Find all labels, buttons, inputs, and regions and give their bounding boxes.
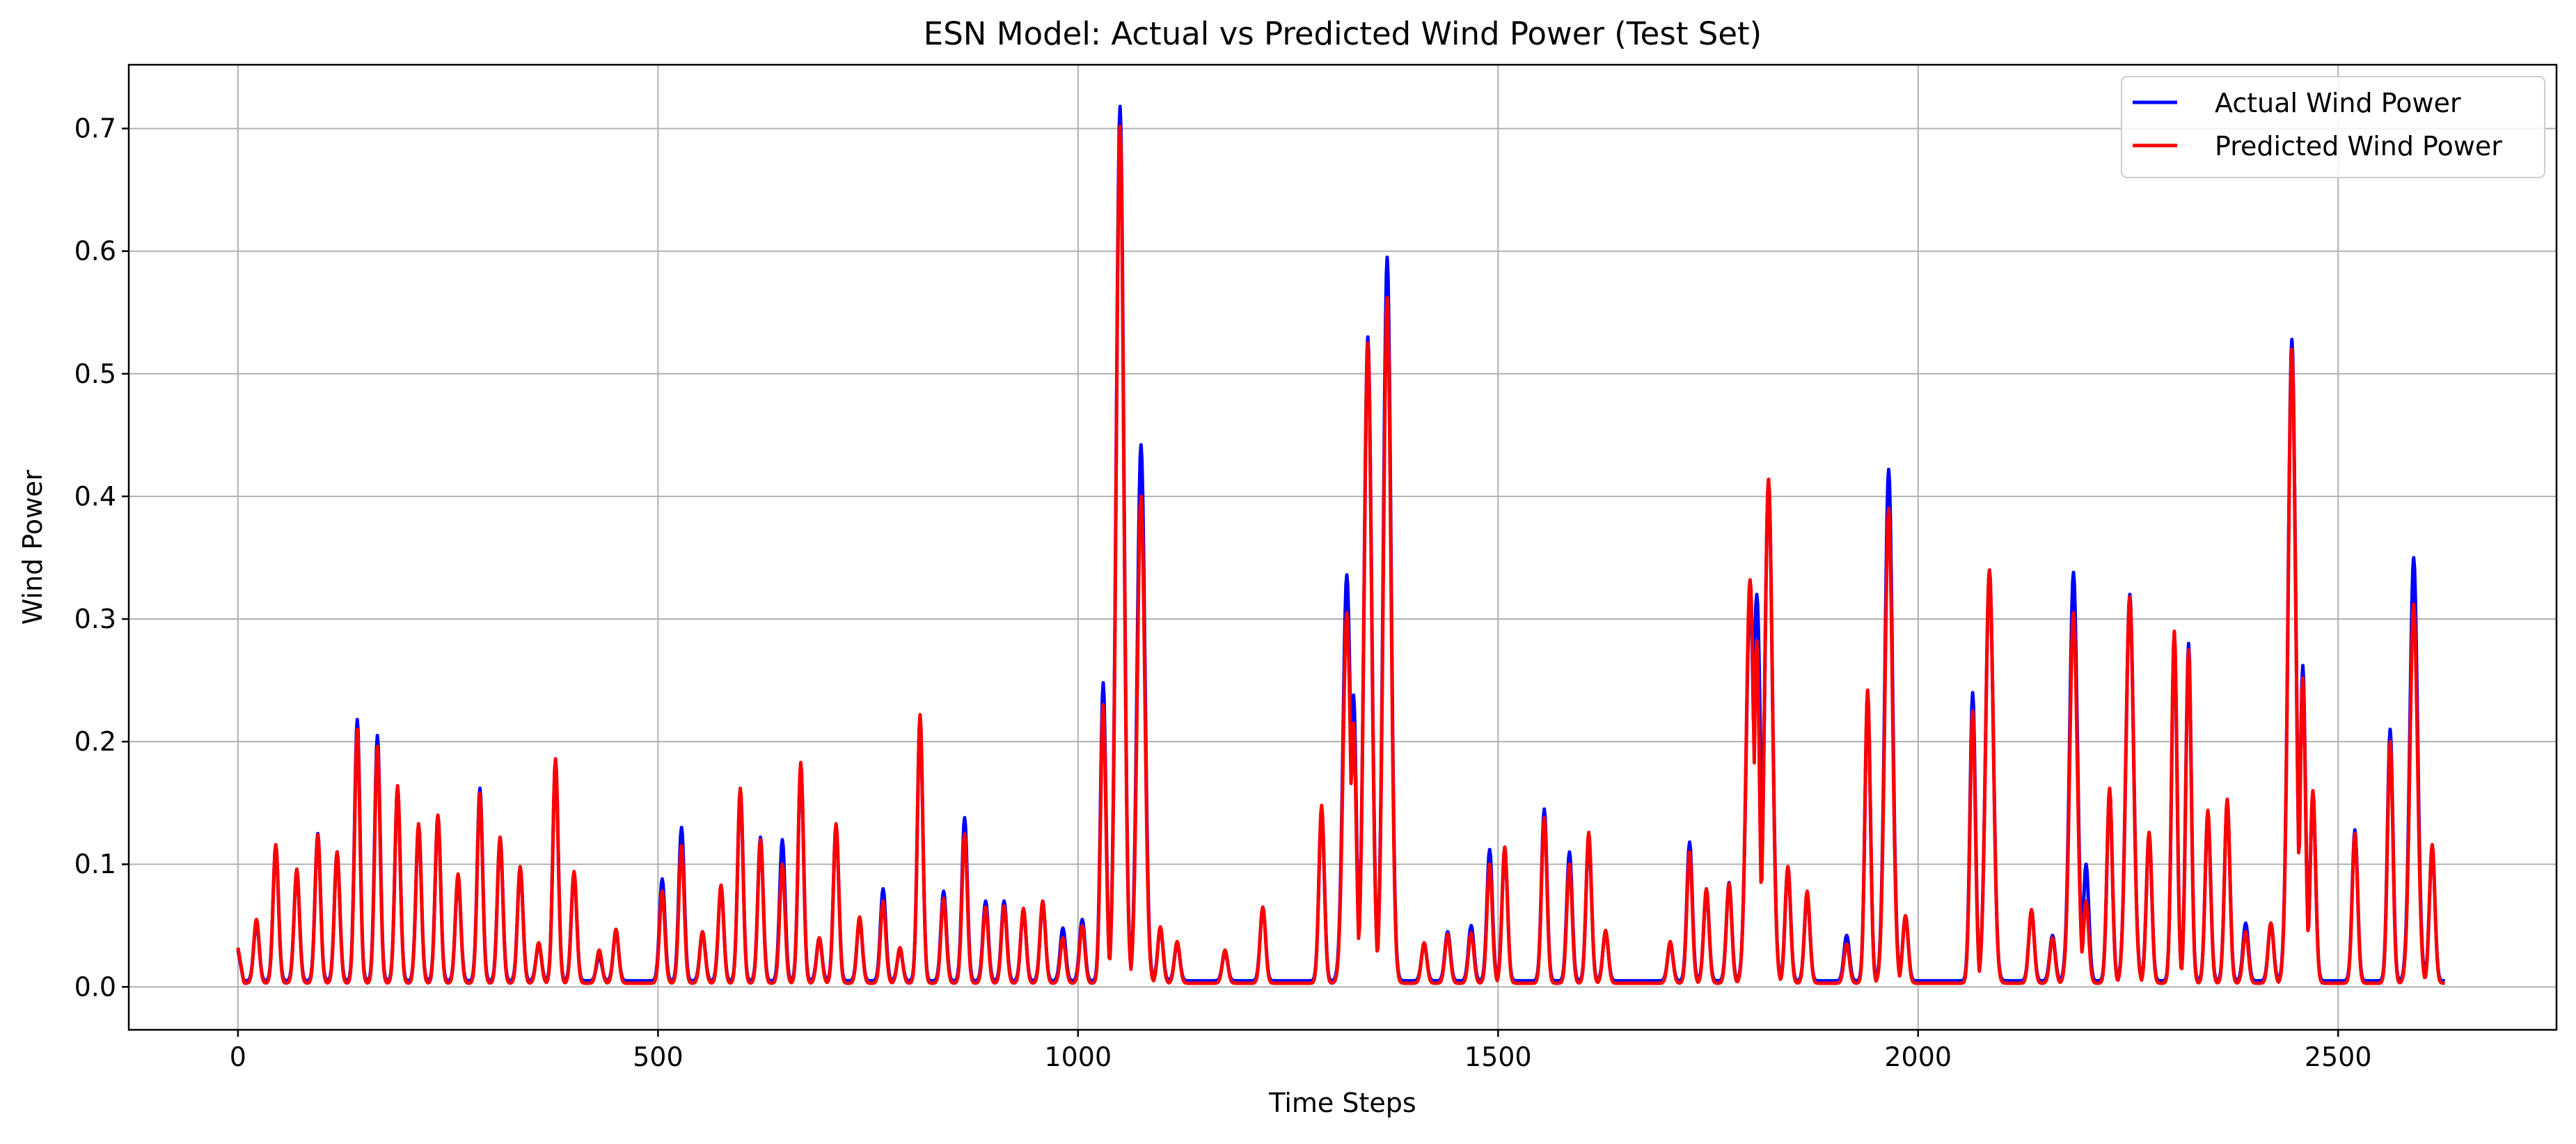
x-tick-label: 2000 <box>1884 1042 1952 1072</box>
x-tick-label: 1500 <box>1464 1042 1532 1072</box>
x-tick-label: 0 <box>230 1042 246 1072</box>
y-tick-label: 0.0 <box>74 971 116 1002</box>
series-lines <box>236 104 2446 985</box>
x-tick-label: 500 <box>633 1042 683 1072</box>
legend-label-predicted: Predicted Wind Power <box>2215 131 2502 162</box>
plot-frame <box>127 63 2558 1031</box>
y-tick-label: 0.7 <box>74 113 116 144</box>
y-axis-label: Wind Power <box>17 469 48 625</box>
y-tick-label: 0.1 <box>74 849 116 879</box>
chart-title: ESN Model: Actual vs Predicted Wind Powe… <box>924 15 1762 52</box>
legend-label-actual: Actual Wind Power <box>2215 88 2461 118</box>
x-tick-label: 2500 <box>2305 1042 2372 1072</box>
axis-ticks: 0 500 1000 1500 2000 2500 0.0 0.1 0.2 0.3 0.4 0.5 0.… <box>74 113 2372 1072</box>
y-tick-label: 0.2 <box>74 726 116 757</box>
x-axis-label: Time Steps <box>1268 1088 1416 1118</box>
y-tick-label: 0.6 <box>74 236 116 267</box>
series-line-predicted <box>236 124 2446 985</box>
legend: Actual Wind Power Predicted Wind Power <box>2121 76 2545 178</box>
y-tick-label: 0.3 <box>74 604 116 634</box>
x-tick-label: 1000 <box>1044 1042 1112 1072</box>
grid <box>129 65 2557 1030</box>
y-tick-label: 0.4 <box>74 481 116 512</box>
legend-box <box>2121 76 2545 178</box>
y-tick-label: 0.5 <box>74 359 116 389</box>
